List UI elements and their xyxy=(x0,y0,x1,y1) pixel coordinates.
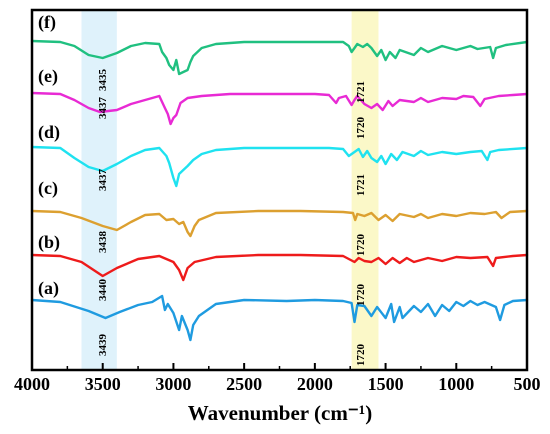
peak-annotation-8: 3437 xyxy=(97,97,109,120)
peak-annotation-11: 1721 xyxy=(355,81,367,103)
x-axis-title: Wavenumber (cm⁻¹) xyxy=(188,401,372,425)
peak-annotation-0: 3439 xyxy=(97,334,109,357)
series-line-f xyxy=(30,39,529,76)
peak-annotation-4: 3438 xyxy=(97,231,109,254)
peak-annotation-2: 3440 xyxy=(97,279,109,302)
x-tick-label-500: 500 xyxy=(514,374,541,394)
peak-annotation-10: 3435 xyxy=(97,69,109,92)
x-tick-label-4000: 4000 xyxy=(14,374,50,394)
peak-annotation-7: 1721 xyxy=(355,174,367,196)
curve-label-e: (e) xyxy=(38,66,58,87)
curve-label-f: (f) xyxy=(38,12,56,33)
curve-label-b: (b) xyxy=(38,232,60,253)
curve-label-d: (d) xyxy=(38,122,60,143)
series-line-a xyxy=(30,294,529,342)
annotation-layer: 3439 3440 3438 3437 3437 3435 1720 1720 1720 1721… xyxy=(97,69,367,367)
x-tick-label-1000: 1000 xyxy=(438,374,474,394)
series-line-b xyxy=(30,253,529,282)
curve-label-c: (c) xyxy=(38,178,58,199)
peak-annotation-1: 1720 xyxy=(355,344,367,367)
x-tick-label-3500: 3500 xyxy=(85,374,121,394)
peak-annotation-6: 3437 xyxy=(97,169,109,192)
x-tick-label-2000: 2000 xyxy=(297,374,333,394)
series-layer xyxy=(30,39,529,342)
series-line-d xyxy=(30,145,529,188)
peak-annotation-5: 1720 xyxy=(355,234,367,257)
series-line-e xyxy=(30,91,529,126)
peak-annotation-3: 1720 xyxy=(355,284,367,307)
series-line-c xyxy=(30,209,529,238)
x-tick-label-2500: 2500 xyxy=(226,374,262,394)
peak-annotation-9: 1720 xyxy=(355,117,367,140)
curve-label-layer: (a) (b) (c) (d) (e) (f) xyxy=(38,12,60,299)
x-axis-ticks: 4000 3500 3000 2500 2000 1500 1000 500 xyxy=(14,363,541,394)
x-tick-label-3000: 3000 xyxy=(155,374,191,394)
highlight-bands xyxy=(81,10,379,370)
x-tick-label-1500: 1500 xyxy=(368,374,404,394)
curve-label-a: (a) xyxy=(38,278,59,299)
